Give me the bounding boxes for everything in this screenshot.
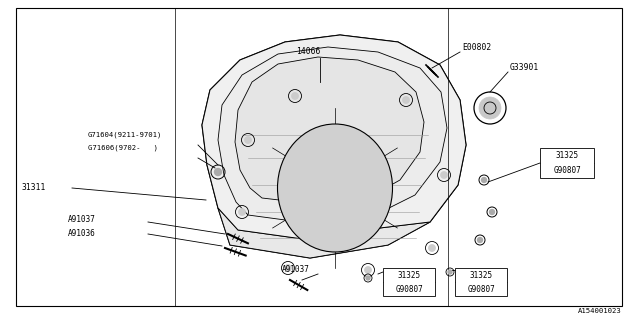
Circle shape <box>477 237 483 243</box>
Text: 31325: 31325 <box>469 270 493 279</box>
Circle shape <box>214 169 221 175</box>
Polygon shape <box>235 57 424 205</box>
Circle shape <box>365 267 371 274</box>
Circle shape <box>244 137 252 143</box>
Text: A91037: A91037 <box>282 266 310 275</box>
Polygon shape <box>202 35 466 258</box>
Text: G90807: G90807 <box>467 284 495 293</box>
Circle shape <box>403 97 410 103</box>
Circle shape <box>490 210 495 214</box>
Text: G71604(9211-9701): G71604(9211-9701) <box>88 132 163 138</box>
Text: A91036: A91036 <box>68 228 96 237</box>
Text: 31325: 31325 <box>397 270 420 279</box>
Text: G90807: G90807 <box>395 284 423 293</box>
Text: G33901: G33901 <box>510 63 540 73</box>
Polygon shape <box>202 35 466 240</box>
Text: 14066: 14066 <box>296 47 321 57</box>
Text: E00802: E00802 <box>462 44 492 52</box>
Circle shape <box>479 97 501 119</box>
Text: A91037: A91037 <box>68 215 96 225</box>
Text: G90807: G90807 <box>553 166 581 175</box>
Text: 31311: 31311 <box>22 183 46 193</box>
Circle shape <box>448 270 452 274</box>
Circle shape <box>429 244 435 252</box>
Circle shape <box>440 172 447 179</box>
Text: A154001023: A154001023 <box>579 308 622 314</box>
Bar <box>383 268 435 296</box>
Ellipse shape <box>278 124 392 252</box>
Text: 31325: 31325 <box>556 151 579 160</box>
Bar <box>540 148 594 178</box>
Circle shape <box>481 178 486 182</box>
Circle shape <box>291 92 298 100</box>
Circle shape <box>285 265 291 271</box>
Bar <box>455 268 507 296</box>
Circle shape <box>366 276 370 280</box>
Polygon shape <box>218 47 447 224</box>
Polygon shape <box>218 208 430 258</box>
Text: G71606(9702-   ): G71606(9702- ) <box>88 145 158 151</box>
Circle shape <box>239 209 246 215</box>
Circle shape <box>418 276 422 280</box>
